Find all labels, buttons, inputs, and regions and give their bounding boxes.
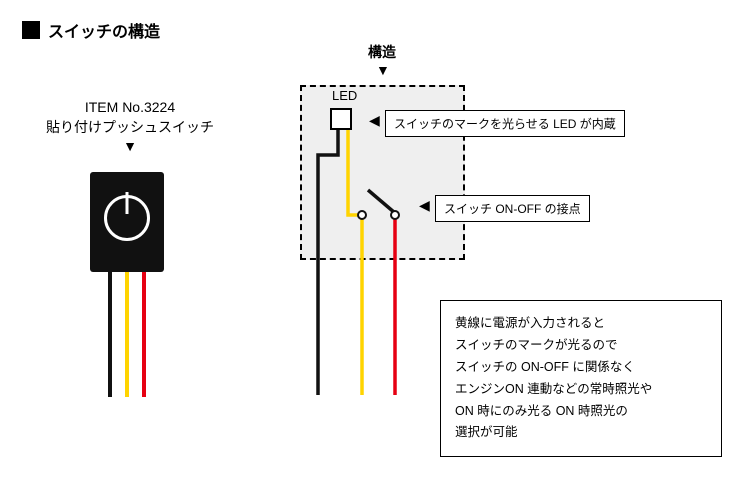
structure-arrow: ▼	[376, 62, 390, 78]
title-bullet	[22, 21, 40, 39]
item-arrow: ▼	[123, 138, 137, 154]
description-box: 黄線に電源が入力されるとスイッチのマークが光るのでスイッチの ON-OFF に関…	[440, 300, 722, 457]
power-icon	[104, 195, 150, 241]
desc-line: エンジンON 連動などの常時照光や	[455, 379, 707, 401]
schematic-yellow-line	[348, 130, 362, 395]
desc-line: 黄線に電源が入力されると	[455, 313, 707, 335]
wire-yellow-left	[125, 272, 129, 397]
item-no: 3224	[144, 99, 175, 115]
wire-red-left	[142, 272, 146, 397]
schematic-yellow-terminal	[358, 211, 366, 219]
callout-1-pointer: ◀	[369, 112, 380, 129]
title-text: スイッチの構造	[48, 18, 160, 42]
switch-body	[90, 172, 164, 272]
item-name: 貼り付けプッシュスイッチ	[46, 119, 214, 135]
wire-black-left	[108, 272, 112, 397]
item-label: ITEM No.3224 貼り付けプッシュスイッチ ▼	[40, 98, 220, 157]
structure-label: 構造	[368, 42, 396, 62]
schematic-black-line	[318, 130, 338, 395]
callout-contact-text: スイッチ ON-OFF の接点	[444, 202, 581, 216]
desc-line: 選択が可能	[455, 422, 707, 444]
callout-led: スイッチのマークを光らせる LED が内蔵	[385, 110, 625, 137]
section-title: スイッチの構造	[22, 18, 160, 42]
desc-line: ON 時にのみ光る ON 時照光の	[455, 401, 707, 423]
desc-line: スイッチの ON-OFF に関係なく	[455, 357, 707, 379]
schematic-switch-arm	[368, 190, 395, 213]
callout-led-text: スイッチのマークを光らせる LED が内蔵	[394, 117, 616, 131]
power-icon-stem	[126, 192, 129, 214]
item-no-label: ITEM No.	[85, 99, 144, 115]
schematic-red-terminal	[391, 211, 399, 219]
callout-2-pointer: ◀	[419, 197, 430, 214]
desc-line: スイッチのマークが光るので	[455, 335, 707, 357]
callout-contact: スイッチ ON-OFF の接点	[435, 195, 590, 222]
